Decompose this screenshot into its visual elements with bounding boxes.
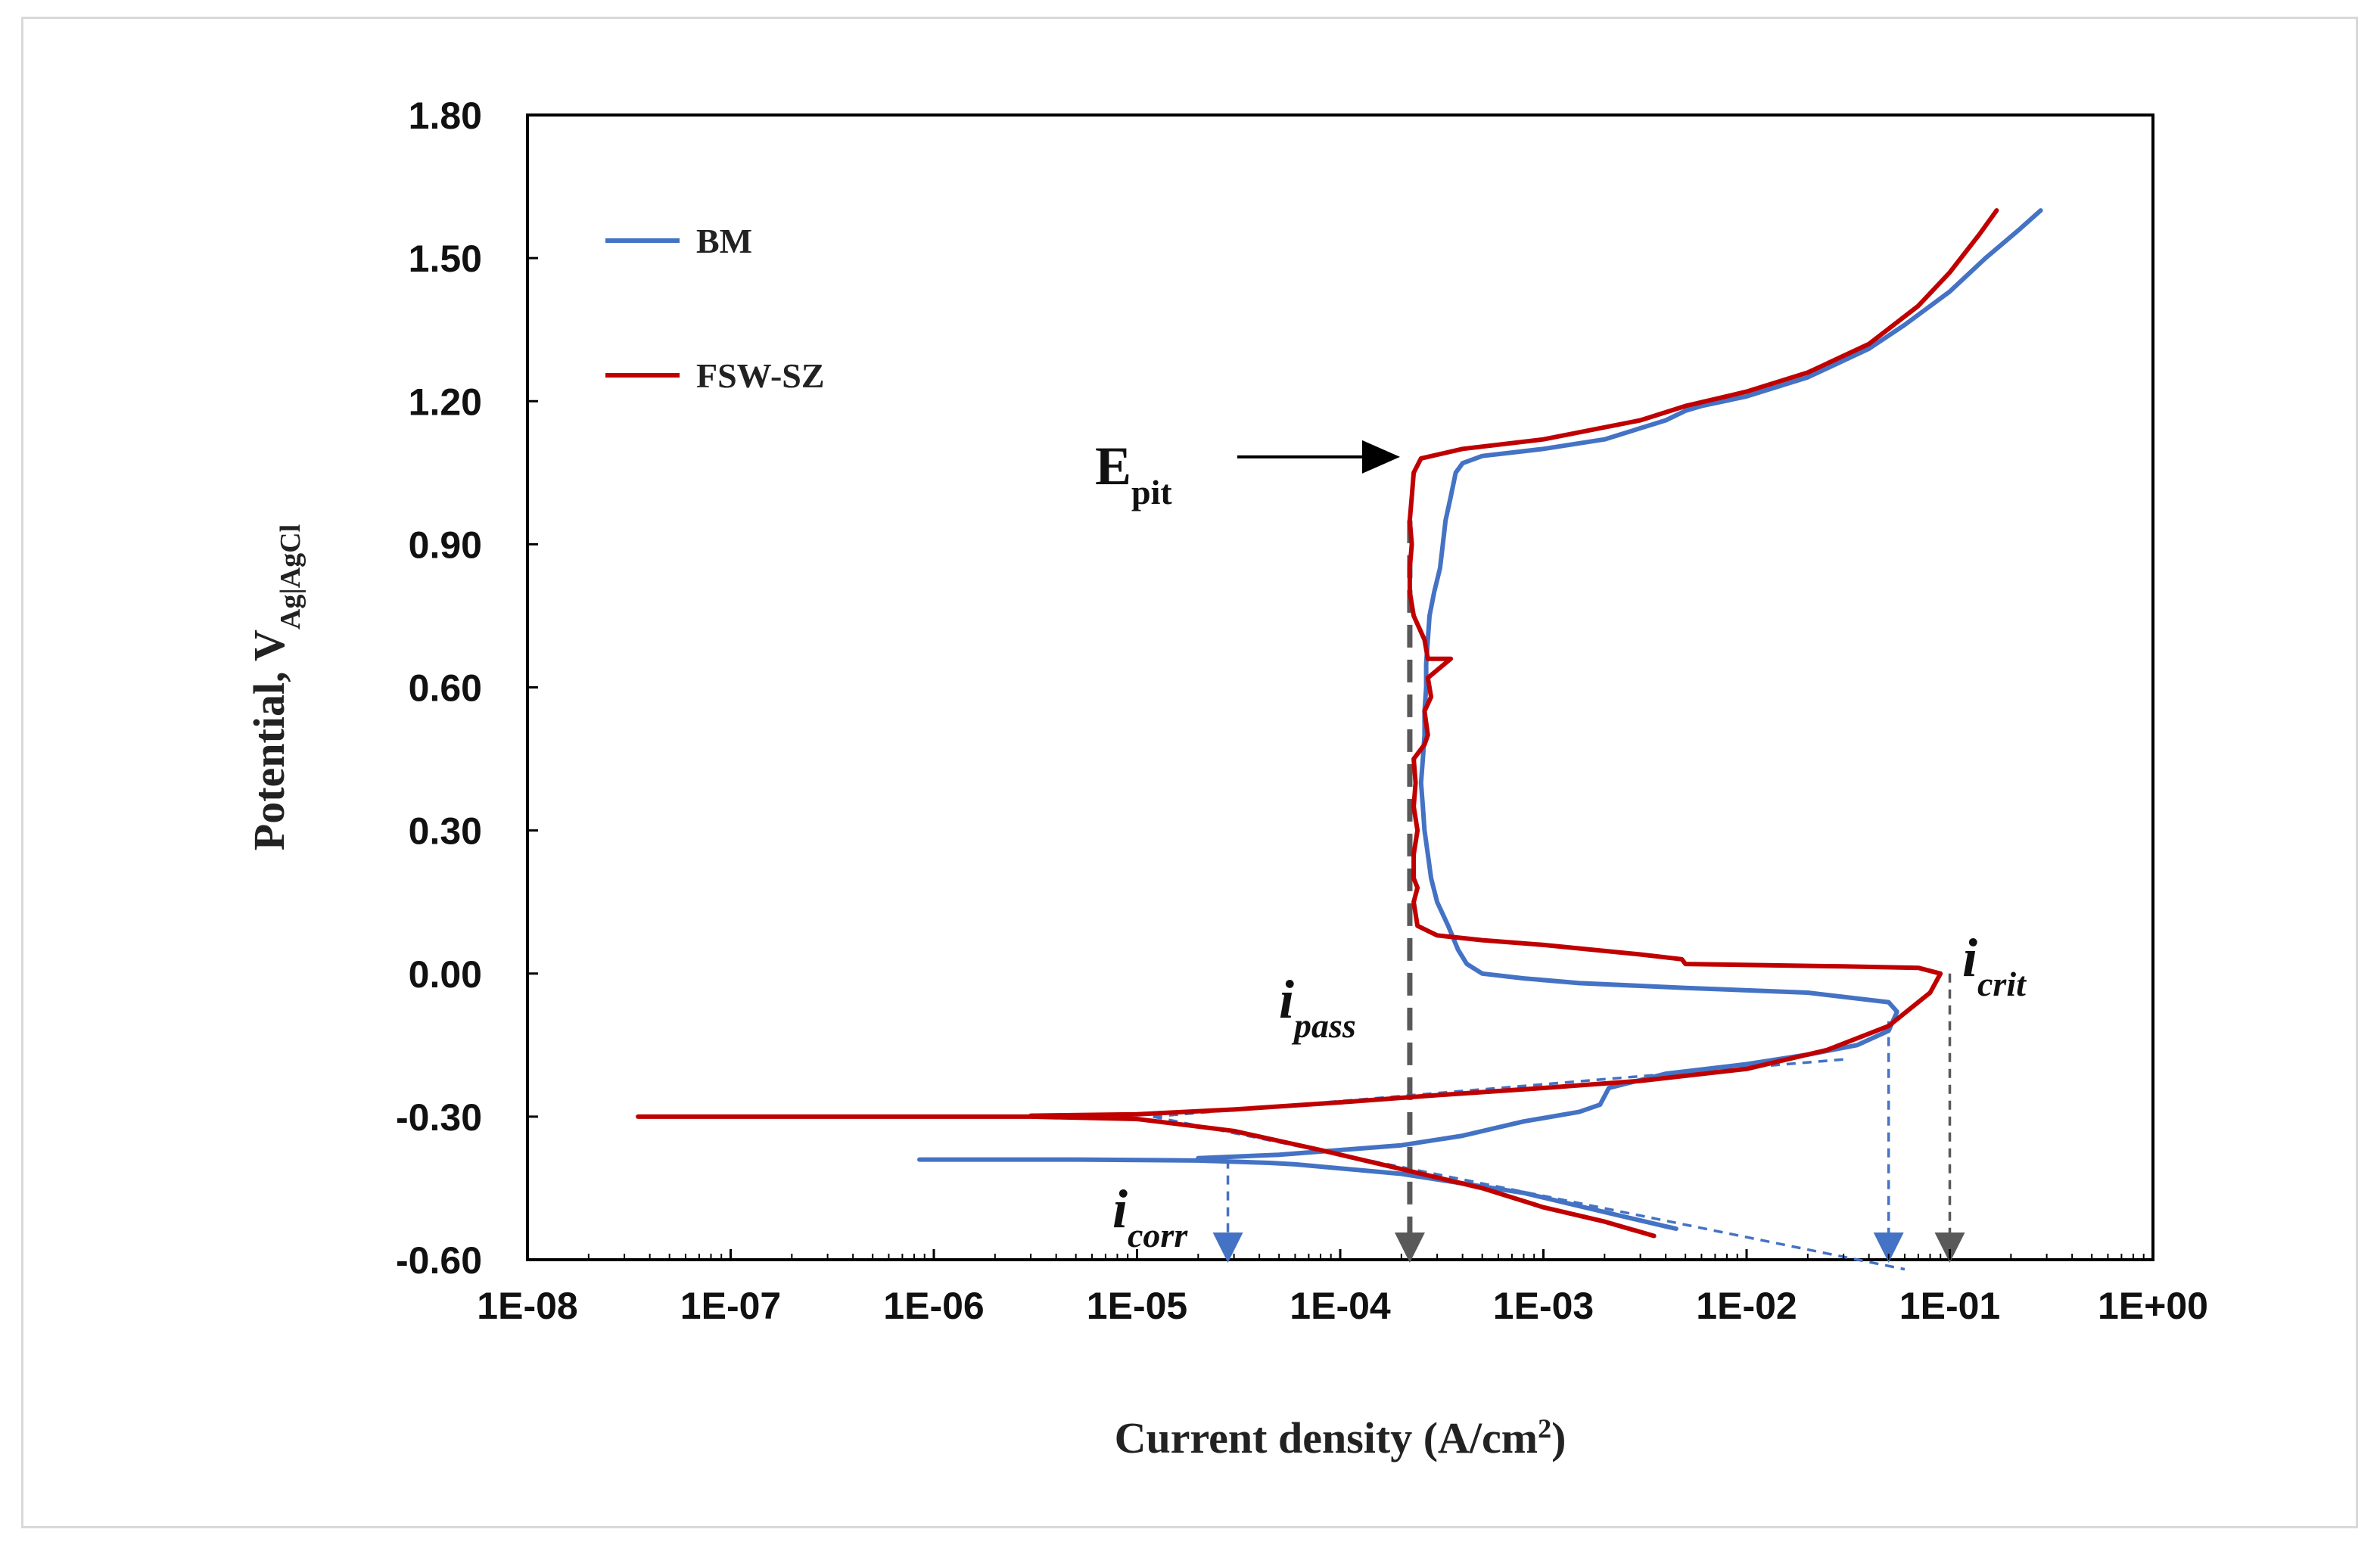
annotation-symbol: i: [1962, 928, 1977, 988]
annotation-symbol: E: [1095, 436, 1131, 496]
y-axis-label: Potential, V: [244, 629, 294, 850]
annotation-crit: icrit: [1962, 928, 2027, 1003]
x-tick-label: 1E+00: [2098, 1285, 2208, 1327]
guide-arrowhead: [1934, 1232, 1965, 1263]
y-tick-label: 1.80: [409, 95, 482, 137]
guide-arrowhead: [1394, 1232, 1425, 1263]
figure-frame: [21, 17, 2358, 1528]
plot-area-border: [526, 113, 2154, 1261]
annotation-pass: ipass: [1279, 969, 1356, 1045]
x-axis-label-end: ): [1551, 1413, 1566, 1463]
legend: BM FSW-SZ: [605, 222, 825, 395]
annotation-symbol: i: [1112, 1179, 1128, 1239]
annotation-subscript: pass: [1291, 1006, 1356, 1045]
epit-arrowhead: [1362, 440, 1400, 474]
annotation-subscript: crit: [1977, 965, 2027, 1003]
y-tick-label: 0.60: [409, 667, 482, 710]
x-tick-label: 1E-02: [1696, 1285, 1797, 1327]
guide-arrowhead: [1212, 1232, 1243, 1263]
annotation-symbol: i: [1279, 969, 1294, 1030]
y-tick-label: 1.50: [409, 238, 482, 280]
annotation-subscript: corr: [1128, 1216, 1188, 1254]
x-tick-label: 1E-03: [1493, 1285, 1594, 1327]
y-tick-label: 0.90: [409, 524, 482, 566]
y-tick-label: 0.00: [409, 953, 482, 996]
y-tick-label: -0.60: [396, 1239, 482, 1282]
x-tick-label: 1E-01: [1899, 1285, 2000, 1327]
x-tick-label: 1E-06: [883, 1285, 984, 1327]
legend-label: FSW-SZ: [696, 356, 825, 395]
y-tick-label: 0.30: [409, 810, 482, 853]
series-line-bm: [917, 208, 2043, 1231]
y-tick-label: -0.30: [396, 1096, 482, 1139]
y-axis-label-sub: Ag|AgCl: [275, 524, 306, 629]
x-axis-title: Current density (A/cm2): [1115, 1413, 1566, 1463]
annotation-corr: icorr: [1112, 1179, 1188, 1254]
annotation-subscript: pit: [1131, 473, 1172, 511]
x-tick-label: 1E-07: [680, 1285, 781, 1327]
guide-arrowhead: [1873, 1232, 1904, 1263]
x-tick-label: 1E-05: [1087, 1285, 1187, 1327]
x-axis-label-sup: 2: [1538, 1413, 1551, 1444]
annotation-pit: Epit: [1095, 436, 1172, 511]
y-tick-label: 1.20: [409, 381, 482, 423]
y-axis-title: Potential, VAg|AgCl: [244, 524, 306, 850]
series-line-fsw-sz: [636, 208, 1999, 1239]
legend-label: BM: [696, 222, 752, 260]
x-axis-label: Current density (A/cm: [1115, 1413, 1538, 1463]
x-tick-label: 1E-08: [477, 1285, 577, 1327]
x-tick-label: 1E-04: [1290, 1285, 1391, 1327]
